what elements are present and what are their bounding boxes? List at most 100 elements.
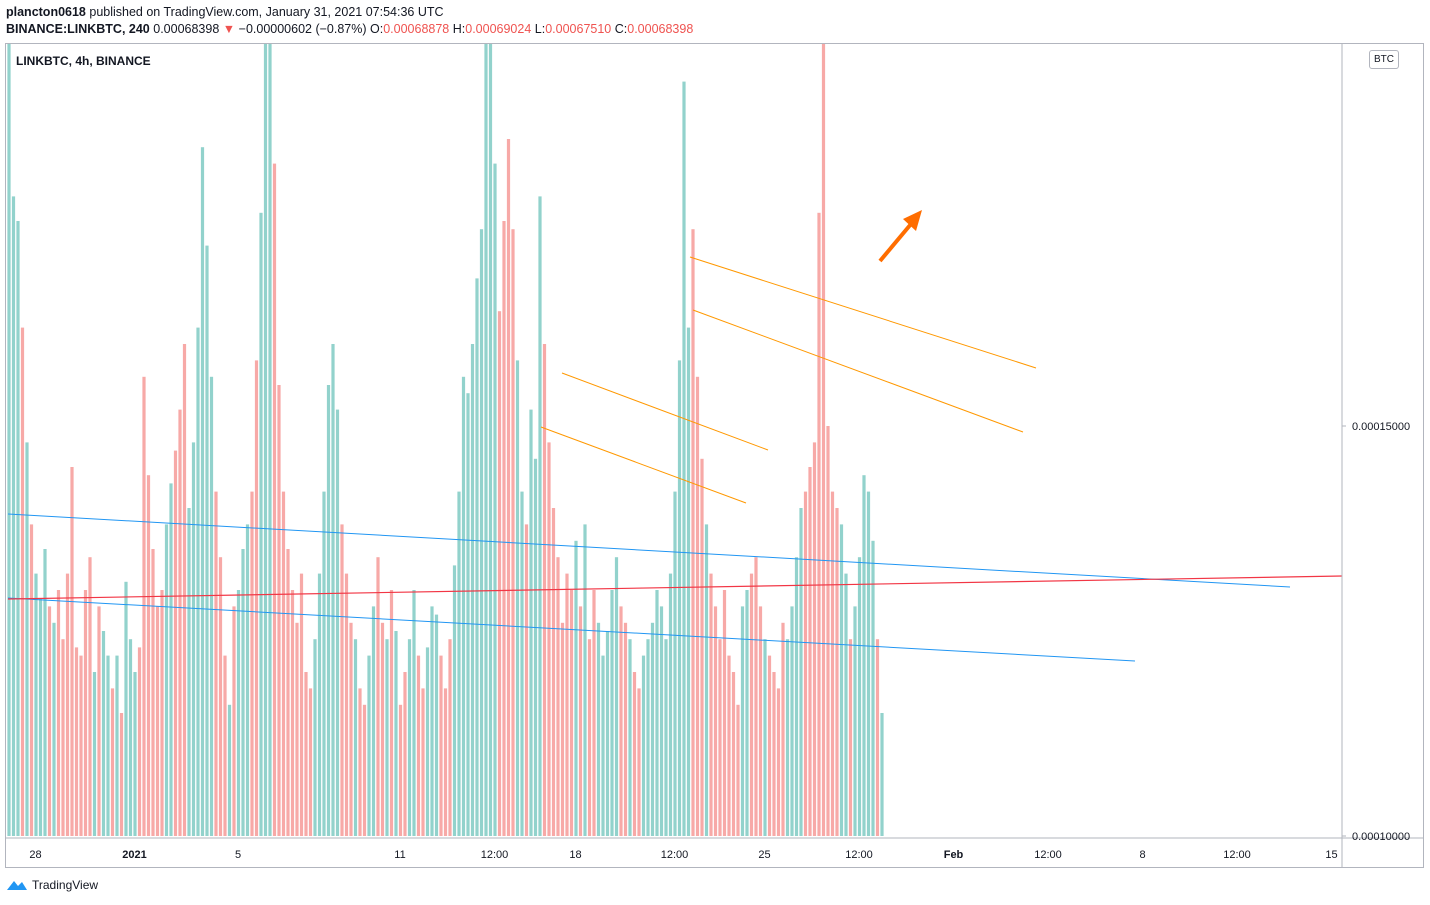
volume-bar (619, 606, 623, 836)
volume-bar (785, 639, 790, 836)
volume-bar (308, 688, 313, 836)
volume-bar (115, 655, 119, 836)
volume-bar (673, 491, 677, 836)
volume-bar (439, 655, 443, 836)
volume-bar (596, 622, 601, 836)
high-value: 0.00069024 (465, 22, 532, 36)
volume-bar (83, 590, 88, 836)
price-tick-label: 0.00010000 (1352, 831, 1410, 843)
volume-bar (11, 196, 16, 836)
time-tick-label: 12:00 (661, 849, 689, 861)
volume-bar (763, 639, 767, 836)
volume-bar (398, 704, 403, 836)
volume-bar (200, 147, 205, 836)
volume-bar (650, 622, 655, 836)
trendline-red (7, 575, 1342, 600)
change-arrow-icon: ▼ (222, 22, 236, 36)
volume-bar (20, 327, 25, 836)
volume-bar (799, 508, 803, 836)
volume-bar (803, 491, 808, 836)
price-tick-label: 0.00015000 (1352, 421, 1410, 433)
volume-bar (389, 590, 394, 836)
volume-bar (677, 360, 682, 836)
volume-bar (362, 704, 367, 836)
volume-bar (43, 549, 47, 836)
time-tick-label: 15 (1325, 849, 1337, 861)
volume-bar (871, 540, 875, 836)
volume-bar (475, 278, 479, 836)
volume-bar (205, 245, 209, 837)
volume-bar (772, 672, 776, 836)
volume-bar (731, 672, 736, 836)
volume-bar (812, 442, 817, 836)
volume-bar (641, 655, 646, 836)
volume-bar (326, 385, 331, 836)
breakout-arrow-icon (878, 222, 913, 263)
time-tick-label: 12:00 (845, 849, 873, 861)
volume-bar (227, 704, 232, 836)
volume-bar (515, 360, 520, 836)
volume-bar (47, 606, 52, 836)
volume-bar (385, 639, 389, 836)
volume-bar (146, 475, 151, 836)
footer-brand-label: TradingView (32, 878, 99, 892)
currency-badge[interactable]: BTC (1369, 50, 1399, 69)
price-pane (7, 44, 1342, 837)
volume-bar (758, 606, 763, 836)
volume-bar (605, 631, 610, 836)
volume-bar (844, 573, 848, 836)
time-tick-label: 28 (29, 849, 41, 861)
volume-bar (470, 344, 475, 836)
volume-bar (835, 508, 839, 836)
volume-bar (533, 458, 538, 836)
volume-bar (524, 524, 529, 836)
volume-bar (443, 688, 448, 836)
publish-line: plancton0618 published on TradingView.co… (6, 5, 444, 19)
author[interactable]: plancton0618 (6, 5, 86, 19)
volume-bar (700, 458, 704, 836)
volume-bar (142, 376, 146, 836)
volume-bar (335, 409, 340, 836)
flag-upper-line (561, 372, 769, 451)
volume-bar (38, 598, 43, 836)
volume-bar (466, 393, 470, 836)
volume-bar (74, 647, 79, 836)
volume-bar (767, 655, 772, 836)
volume-bar (551, 508, 556, 836)
volume-bar (875, 639, 880, 836)
chart-frame[interactable] (5, 43, 1424, 868)
volume-bar (250, 491, 254, 836)
volume-bar (502, 221, 506, 836)
volume-bar (610, 590, 614, 836)
time-tick-label: 5 (235, 849, 241, 861)
volume-bar (344, 573, 349, 836)
volume-bar (25, 442, 29, 836)
volume-bar (164, 524, 169, 836)
volume-bar (821, 44, 826, 837)
time-tick-label: 12:00 (481, 849, 509, 861)
footer-brand[interactable]: TradingView (6, 878, 98, 892)
volume-bar (70, 467, 74, 836)
last-price: 0.00068398 (153, 22, 220, 36)
volume-bar (628, 639, 632, 836)
volume-bar (493, 163, 497, 837)
volume-bar (281, 491, 286, 836)
volume-bar (457, 491, 461, 836)
volume-bar (434, 614, 439, 836)
volume-bar (65, 573, 70, 836)
volume-bar (56, 590, 61, 836)
volume-bar (173, 450, 178, 836)
time-tick-label: 8 (1139, 849, 1145, 861)
volume-bar (448, 639, 452, 836)
volume-bar (214, 491, 218, 836)
volume-bar (632, 672, 637, 836)
volume-bar (691, 229, 695, 836)
volume-bar (34, 573, 38, 836)
volume-bar (331, 344, 335, 836)
volume-bar (745, 590, 749, 836)
volume-bar (862, 475, 866, 836)
volume-bar (101, 631, 106, 836)
volume-bar (245, 524, 250, 836)
volume-bar (110, 688, 115, 836)
